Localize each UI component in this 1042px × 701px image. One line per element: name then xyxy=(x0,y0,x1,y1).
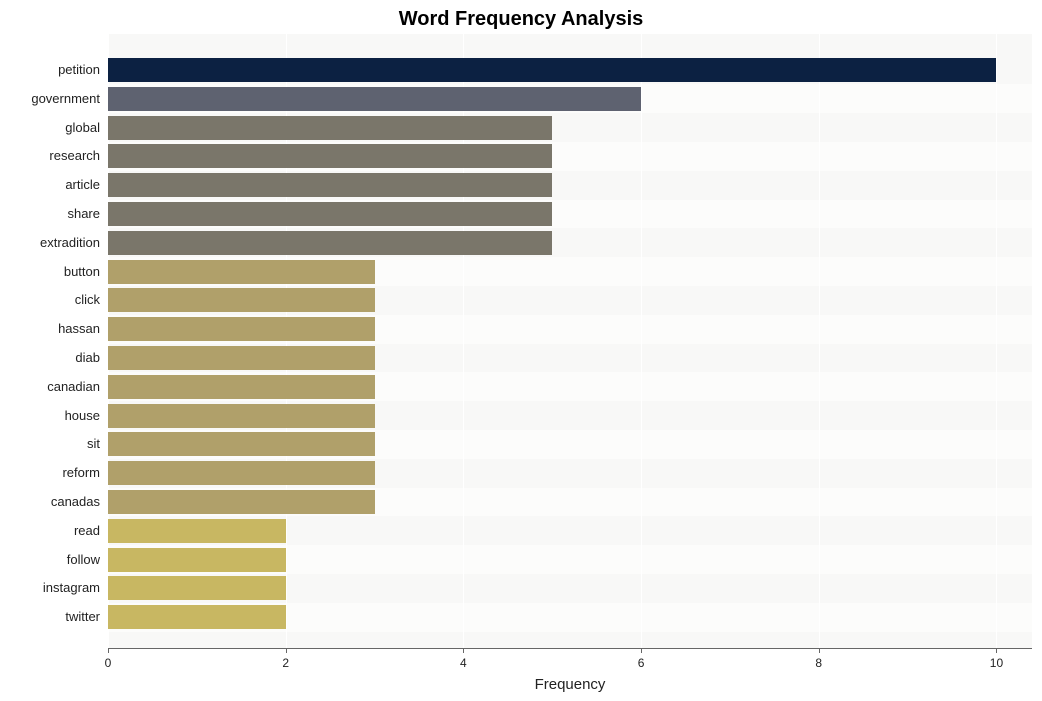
y-tick-label: government xyxy=(0,87,100,111)
y-tick-label: read xyxy=(0,519,100,543)
grid-line xyxy=(641,34,642,648)
bar xyxy=(108,87,641,111)
chart-title: Word Frequency Analysis xyxy=(0,8,1042,31)
x-tick-label: 2 xyxy=(282,656,289,670)
y-tick-label: article xyxy=(0,173,100,197)
grid-line xyxy=(996,34,997,648)
y-tick-label: research xyxy=(0,144,100,168)
y-tick-label: extradition xyxy=(0,231,100,255)
bar xyxy=(108,317,375,341)
x-tick xyxy=(819,648,820,653)
x-tick-label: 6 xyxy=(638,656,645,670)
bar xyxy=(108,461,375,485)
bar xyxy=(108,58,996,82)
y-tick-label: sit xyxy=(0,432,100,456)
y-tick-label: canadas xyxy=(0,490,100,514)
y-tick-label: reform xyxy=(0,461,100,485)
y-tick-label: twitter xyxy=(0,605,100,629)
y-tick-label: click xyxy=(0,288,100,312)
x-axis-baseline xyxy=(108,648,1032,649)
bar xyxy=(108,231,552,255)
y-tick-label: share xyxy=(0,202,100,226)
x-tick-label: 10 xyxy=(990,656,1003,670)
bar xyxy=(108,404,375,428)
bar xyxy=(108,260,375,284)
y-tick-label: petition xyxy=(0,58,100,82)
bar xyxy=(108,144,552,168)
grid-line xyxy=(819,34,820,648)
x-axis-label: Frequency xyxy=(108,676,1032,693)
x-tick-label: 0 xyxy=(105,656,112,670)
y-tick-label: button xyxy=(0,260,100,284)
bar xyxy=(108,375,375,399)
bar xyxy=(108,202,552,226)
word-frequency-chart: Word Frequency Analysis Frequency petiti… xyxy=(0,0,1042,701)
bar xyxy=(108,576,286,600)
bar xyxy=(108,288,375,312)
y-tick-label: instagram xyxy=(0,576,100,600)
y-tick-label: canadian xyxy=(0,375,100,399)
y-tick-label: global xyxy=(0,116,100,140)
x-tick xyxy=(286,648,287,653)
bar xyxy=(108,548,286,572)
x-tick xyxy=(108,648,109,653)
y-tick-label: diab xyxy=(0,346,100,370)
x-tick-label: 4 xyxy=(460,656,467,670)
x-tick xyxy=(463,648,464,653)
bar xyxy=(108,116,552,140)
bar xyxy=(108,346,375,370)
x-tick xyxy=(641,648,642,653)
bar xyxy=(108,490,375,514)
bar xyxy=(108,519,286,543)
y-tick-label: follow xyxy=(0,548,100,572)
x-tick xyxy=(996,648,997,653)
x-tick-label: 8 xyxy=(815,656,822,670)
bar xyxy=(108,432,375,456)
y-tick-label: hassan xyxy=(0,317,100,341)
bar xyxy=(108,173,552,197)
bar xyxy=(108,605,286,629)
plot-area xyxy=(108,34,1032,648)
y-tick-label: house xyxy=(0,404,100,428)
